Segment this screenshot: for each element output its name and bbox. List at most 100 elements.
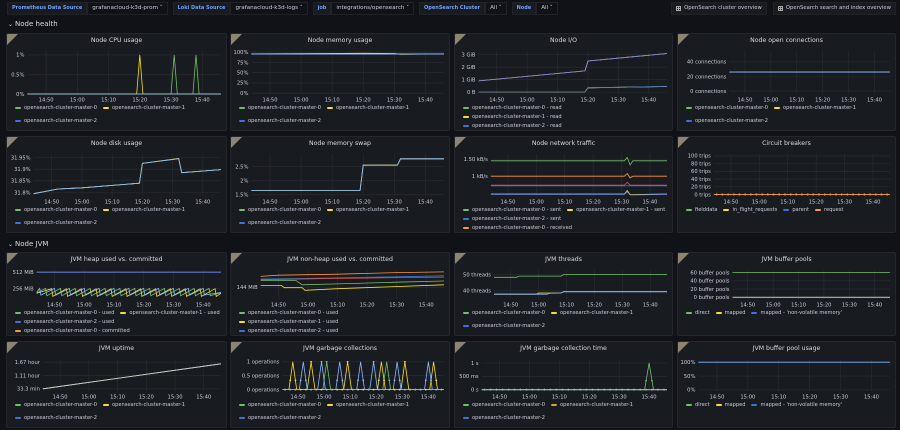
panel-info-icon[interactable]	[7, 34, 18, 45]
row-node-health[interactable]: ⌄ Node health	[8, 18, 58, 30]
panel-info-icon[interactable]	[678, 34, 689, 45]
var-node[interactable]: Node All ˅	[511, 1, 558, 15]
var-value-dropdown[interactable]: grafanacloud-k3d-logs ˅	[230, 1, 308, 15]
panel-title[interactable]: Node I/O	[550, 37, 577, 44]
timeseries-chart[interactable]: 14:50 15:00 15:10 15:20 15:30 15:40 0 s 500 ms 1…	[455, 356, 672, 401]
legend-item[interactable]: direct	[686, 309, 710, 316]
legend-item[interactable]: opensearch-cluster-master-0 - received	[463, 224, 572, 231]
timeseries-chart[interactable]: 14:50 15:00 15:10 15:20 15:30 15:40 0 connecti…	[678, 48, 895, 104]
legend-item[interactable]: mapped - 'non-volatile memory'	[751, 401, 842, 408]
legend-item[interactable]: opensearch-cluster-master-2	[15, 414, 97, 421]
panel-info-icon[interactable]	[7, 137, 18, 148]
panel-title[interactable]: Node memory usage	[307, 37, 373, 44]
panel-node-network-traffic[interactable]: Node network traffic 14:50 15:00 15:10 15:20…	[454, 136, 673, 233]
timeseries-chart[interactable]: 14:50 15:00 15:10 15:20 15:30 15:40 0% 25% 50% 75…	[231, 48, 449, 104]
legend-item[interactable]: opensearch-cluster-master-2	[239, 414, 321, 421]
panel-title[interactable]: Node CPU usage	[90, 37, 143, 44]
legend-item[interactable]: opensearch-cluster-master-1 - sent	[567, 206, 665, 213]
panel-title[interactable]: JVM buffer pools	[761, 256, 812, 263]
legend-item[interactable]: opensearch-cluster-master-1	[551, 309, 633, 316]
legend-item[interactable]: fielddata	[686, 206, 717, 213]
graph-area[interactable]: 14:50 15:00 15:10 15:20 15:30 15:40 0 connecti…	[678, 48, 895, 104]
graph-area[interactable]: 14:50 15:00 15:10 15:20 15:30 15:40 144 MiB	[231, 267, 449, 309]
panel-node-memory-usage[interactable]: Node memory usage 14:50 15:00 15:10 15:20 15:…	[230, 33, 450, 131]
panel-info-icon[interactable]	[7, 342, 18, 353]
panel-node-open-connections[interactable]: Node open connections 14:50 15:00 15:10 15:2…	[677, 33, 896, 131]
timeseries-chart[interactable]: 14:50 15:00 15:10 15:20 15:30 15:40 0% 50% 100%	[678, 356, 895, 401]
panel-jvm-non-heap-used-vs-committed[interactable]: JVM non-heap used vs. committed 14:50 15:0…	[230, 252, 450, 336]
panel-jvm-garbage-collections[interactable]: JVM garbage collections 14:50 15:00 15:10 15…	[230, 341, 450, 428]
panel-info-icon[interactable]	[231, 137, 242, 148]
legend-item[interactable]: opensearch-cluster-master-0 - committed	[15, 327, 130, 334]
row-node-jvm[interactable]: ⌄ Node JVM	[8, 238, 48, 250]
legend-item[interactable]: opensearch-cluster-master-0	[15, 104, 97, 111]
panel-title[interactable]: Node open connections	[750, 37, 823, 44]
var-loki-datasource[interactable]: Loki Data Source grafanacloud-k3d-logs ˅	[172, 1, 308, 15]
legend-item[interactable]: direct	[686, 401, 710, 408]
panel-info-icon[interactable]	[455, 342, 466, 353]
legend-item[interactable]: opensearch-cluster-master-0	[15, 206, 97, 213]
legend-item[interactable]: opensearch-cluster-master-2	[239, 219, 321, 226]
panel-title[interactable]: JVM garbage collections	[303, 345, 377, 352]
legend-item[interactable]: opensearch-cluster-master-1	[774, 104, 856, 111]
graph-area[interactable]: 14:50 15:00 15:10 15:20 15:30 15:40 0% 25% 50% 75…	[231, 48, 449, 104]
legend-item[interactable]: mapped	[715, 309, 745, 316]
panel-node-i-o[interactable]: Node I/O 14:50 15:00 15:10 15:20 15:30 15:40 0 …	[454, 33, 673, 131]
legend-item[interactable]: opensearch-cluster-master-0	[239, 401, 321, 408]
panel-title[interactable]: JVM heap used vs. committed	[70, 256, 163, 263]
var-opensearch-cluster[interactable]: OpenSearch Cluster All ˅	[419, 1, 507, 15]
panel-jvm-buffer-pool-usage[interactable]: JVM buffer pool usage 14:50 15:00 15:10 15:2…	[677, 341, 896, 428]
legend-item[interactable]: opensearch-cluster-master-2 - sent	[463, 215, 561, 222]
var-value-dropdown[interactable]: grafanacloud-k3d-prom ˅	[87, 1, 168, 15]
legend-item[interactable]: opensearch-cluster-master-1	[103, 206, 185, 213]
legend-item[interactable]: opensearch-cluster-master-2	[15, 219, 97, 226]
graph-area[interactable]: 14:50 15:00 15:10 15:20 15:30 15:40 0 B 1 GiB 2 …	[455, 48, 672, 104]
legend-item[interactable]: opensearch-cluster-master-1	[103, 104, 185, 111]
legend-item[interactable]: opensearch-cluster-master-0	[463, 401, 545, 408]
panel-title[interactable]: JVM uptime	[98, 345, 135, 352]
panel-info-icon[interactable]	[455, 137, 466, 148]
panel-title[interactable]: JVM threads	[545, 256, 582, 263]
panel-node-cpu-usage[interactable]: Node CPU usage 14:50 15:00 15:10 15:20 15:30 1…	[6, 33, 227, 131]
link-search-index-overview[interactable]: OpenSearch search and index overview	[772, 1, 896, 15]
legend-item[interactable]: opensearch-cluster-master-2	[463, 414, 545, 421]
legend-item[interactable]: opensearch-cluster-master-2 - used	[239, 327, 338, 334]
timeseries-chart[interactable]: 14:50 15:00 15:10 15:20 15:30 15:40 33.3 min 1.…	[7, 356, 226, 401]
legend-item[interactable]: request	[815, 206, 843, 213]
legend-item[interactable]: opensearch-cluster-master-1	[327, 401, 409, 408]
graph-area[interactable]: 14:50 15:00 15:10 15:20 15:30 15:40 31.8% 31.85…	[7, 151, 226, 206]
legend-item[interactable]: opensearch-cluster-master-0	[239, 104, 321, 111]
timeseries-chart[interactable]: 14:50 15:00 15:10 15:20 15:30 15:40 1 kB/s 1.50…	[455, 151, 672, 206]
panel-title[interactable]: Node disk usage	[90, 140, 143, 147]
panel-info-icon[interactable]	[678, 253, 689, 264]
panel-title[interactable]: Node memory swap	[309, 140, 371, 147]
timeseries-chart[interactable]: 14:50 15:00 15:10 15:20 15:30 15:40 31.8% 31.85…	[7, 151, 226, 206]
legend-item[interactable]: in_flight_requests	[723, 206, 777, 213]
legend-item[interactable]: opensearch-cluster-master-2	[463, 322, 545, 329]
panel-info-icon[interactable]	[678, 137, 689, 148]
panel-jvm-buffer-pools[interactable]: JVM buffer pools 14:50 15:00 15:10 15:20 15:3…	[677, 252, 896, 336]
legend-item[interactable]: opensearch-cluster-master-1 - read	[463, 113, 562, 120]
graph-area[interactable]: 14:50 15:00 15:10 15:20 15:30 15:40 0% 50% 100%	[678, 356, 895, 401]
panel-jvm-heap-used-vs-committed[interactable]: JVM heap used vs. committed 14:50 15:00 15:…	[6, 252, 227, 336]
timeseries-chart[interactable]: 14:50 15:00 15:10 15:20 15:30 15:40 0 buffer p…	[678, 267, 895, 309]
timeseries-chart[interactable]: 14:50 15:00 15:10 15:20 15:30 15:40 256 MiB 512…	[7, 267, 226, 309]
timeseries-chart[interactable]: 14:50 15:00 15:10 15:20 15:30 15:40 0 trips20 …	[678, 151, 895, 206]
legend-item[interactable]: opensearch-cluster-master-0	[686, 104, 768, 111]
var-value-dropdown[interactable]: All ˅	[536, 1, 558, 15]
legend-item[interactable]: opensearch-cluster-master-1	[551, 401, 633, 408]
legend-item[interactable]: opensearch-cluster-master-1	[327, 206, 409, 213]
graph-area[interactable]: 14:50 15:00 15:10 15:20 15:30 15:40 33.3 min 1.…	[7, 356, 226, 401]
graph-area[interactable]: 14:50 15:00 15:10 15:20 15:30 15:40 0 s 500 ms 1…	[455, 356, 672, 401]
legend-item[interactable]: opensearch-cluster-master-0 - read	[463, 104, 562, 111]
timeseries-chart[interactable]: 14:50 15:00 15:10 15:20 15:30 15:40 40 threads…	[455, 267, 672, 309]
graph-area[interactable]: 14:50 15:00 15:10 15:20 15:30 15:40 1.5% 2% 2.5%	[231, 151, 449, 206]
panel-jvm-garbage-collection-time[interactable]: JVM garbage collection time 14:50 15:00 15:…	[454, 341, 673, 428]
legend-item[interactable]: opensearch-cluster-master-0 - used	[15, 309, 114, 316]
link-cluster-overview[interactable]: OpenSearch cluster overview	[671, 1, 767, 15]
legend-item[interactable]: mapped - 'non-volatile memory'	[751, 309, 842, 316]
legend-item[interactable]: opensearch-cluster-master-1 - used	[120, 309, 220, 316]
legend-item[interactable]: mapped	[715, 401, 745, 408]
var-job[interactable]: job integrations/opensearch ˅	[312, 1, 415, 15]
legend-item[interactable]: opensearch-cluster-master-0	[15, 401, 97, 408]
